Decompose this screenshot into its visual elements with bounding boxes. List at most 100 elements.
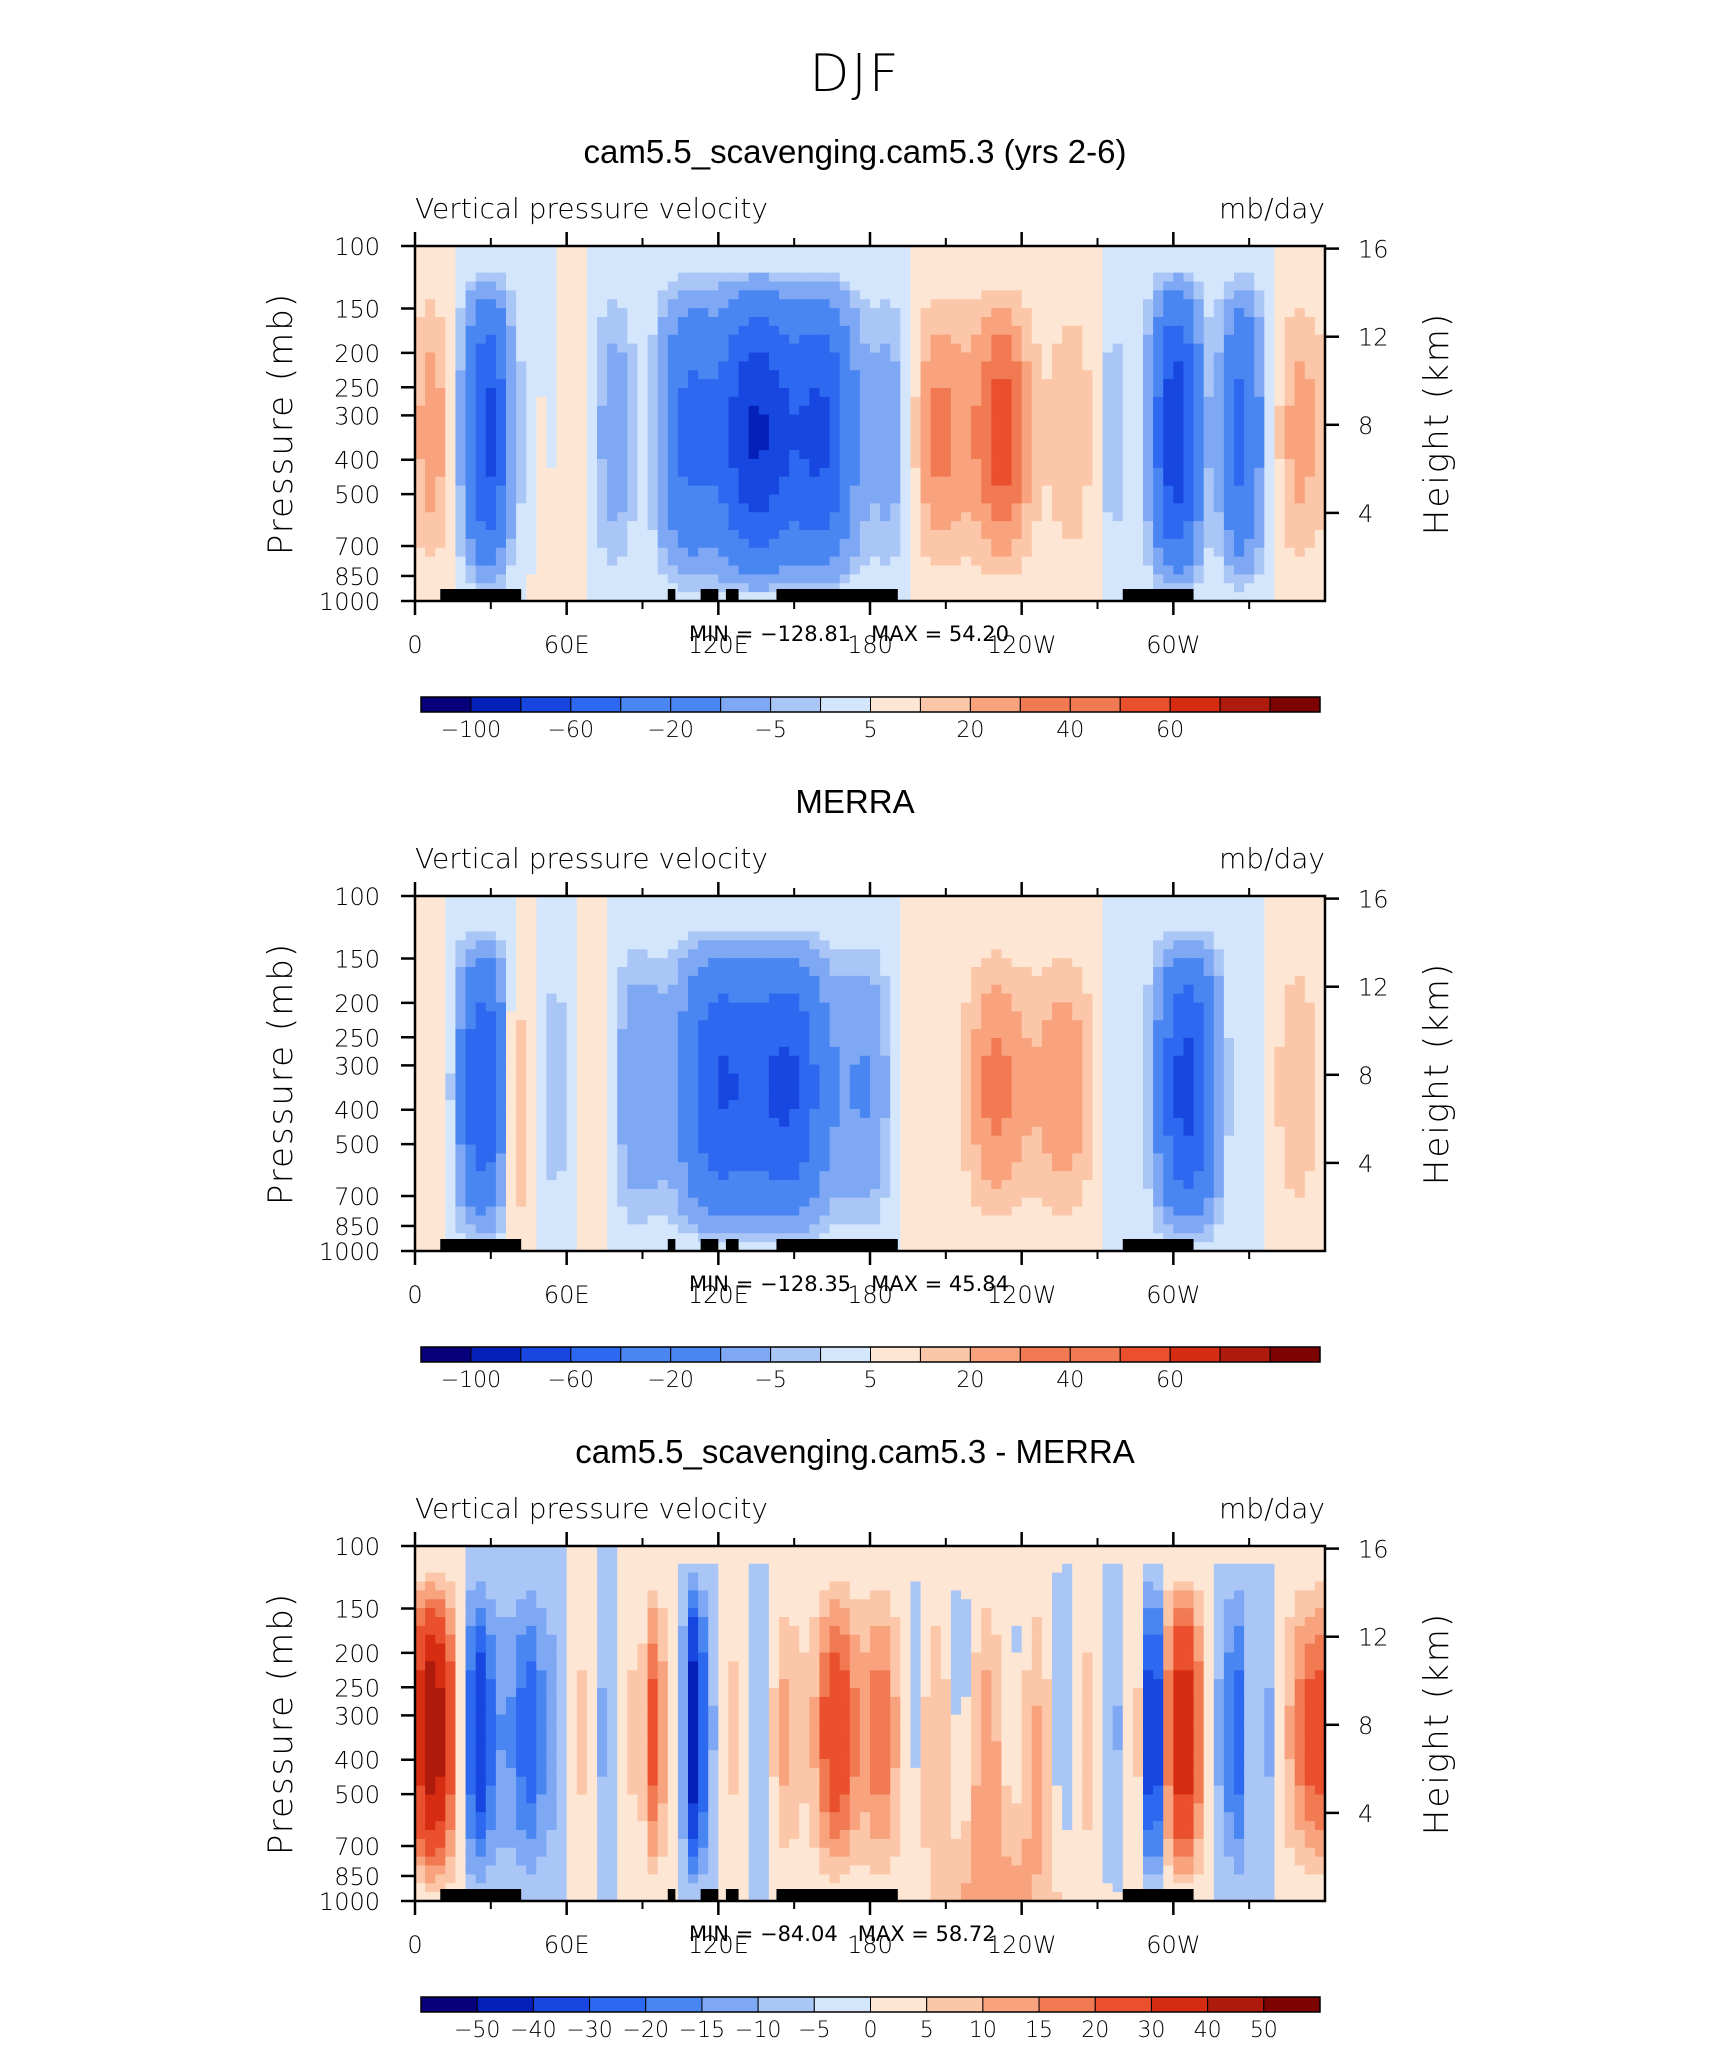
heatmap-cell — [850, 940, 861, 949]
heatmap-cell — [860, 914, 871, 923]
heatmap-cell — [1062, 967, 1073, 976]
heatmap-cell — [546, 486, 557, 495]
heatmap-cell — [637, 1003, 648, 1012]
heatmap-cell — [1123, 282, 1134, 291]
heatmap-cell — [1042, 574, 1053, 583]
heatmap-cell — [445, 574, 456, 583]
heatmap-cell — [880, 905, 891, 914]
heatmap-cell — [1082, 495, 1093, 504]
heatmap-cell — [1234, 344, 1245, 353]
heatmap-cell — [1072, 486, 1083, 495]
heatmap-cell — [1052, 985, 1063, 994]
heatmap-cell — [668, 459, 679, 468]
heatmap-cell — [850, 317, 861, 326]
heatmap-cell — [1295, 308, 1306, 317]
heatmap-cell — [1204, 246, 1215, 255]
heatmap-cell — [486, 344, 497, 353]
heatmap-cell — [910, 566, 921, 575]
heatmap-cell — [809, 344, 820, 353]
heatmap-cell — [445, 246, 456, 255]
heatmap-cell — [637, 958, 648, 967]
heatmap-cell — [860, 317, 871, 326]
heatmap-cell — [1264, 923, 1275, 932]
heatmap-cell — [890, 264, 901, 273]
heatmap-cell — [425, 967, 436, 976]
heatmap-cell — [506, 424, 517, 433]
heatmap-cell — [496, 486, 507, 495]
heatmap-cell — [455, 896, 466, 905]
heatmap-cell — [1032, 976, 1043, 985]
heatmap-cell — [1012, 441, 1023, 450]
heatmap-cell — [1092, 967, 1103, 976]
heatmap-cell — [991, 388, 1002, 397]
heatmap-cell — [870, 477, 881, 486]
heatmap-cell — [516, 299, 527, 308]
heatmap-cell — [799, 914, 810, 923]
heatmap-cell — [951, 468, 962, 477]
heatmap-cell — [991, 415, 1002, 424]
heatmap-cell — [809, 459, 820, 468]
heatmap-cell — [516, 255, 527, 264]
heatmap-cell — [1264, 486, 1275, 495]
heatmap-cell — [486, 246, 497, 255]
heatmap-cell — [1264, 424, 1275, 433]
heatmap-cell — [1295, 1011, 1306, 1020]
heatmap-cell — [769, 512, 780, 521]
heatmap-cell — [850, 450, 861, 459]
heatmap-cell — [1173, 246, 1184, 255]
heatmap-cell — [1103, 388, 1114, 397]
heatmap-cell — [1305, 335, 1316, 344]
heatmap-cell — [749, 335, 760, 344]
heatmap-cell — [1285, 914, 1296, 923]
heatmap-cell — [1082, 246, 1093, 255]
heatmap-cell — [961, 397, 972, 406]
heatmap-cell — [860, 967, 871, 976]
heatmap-cell — [1062, 940, 1073, 949]
heatmap-cell — [1274, 432, 1285, 441]
heatmap-cell — [627, 388, 638, 397]
heatmap-cell — [799, 308, 810, 317]
heatmap-cell — [617, 1020, 628, 1029]
heatmap-cell — [1001, 326, 1012, 335]
heatmap-cell — [466, 264, 477, 273]
heatmap-cell — [1092, 290, 1103, 299]
heatmap-cell — [739, 905, 750, 914]
heatmap-cell — [809, 905, 820, 914]
heatmap-cell — [1274, 424, 1285, 433]
heatmap-cell — [435, 273, 446, 282]
heatmap-cell — [607, 566, 618, 575]
heatmap-cell — [658, 512, 669, 521]
heatmap-cell — [921, 932, 932, 941]
heatmap-cell — [637, 353, 648, 362]
heatmap-cell — [668, 1020, 679, 1029]
heatmap-cell — [799, 539, 810, 548]
heatmap-cell — [769, 940, 780, 949]
heatmap-cell — [1214, 290, 1225, 299]
heatmap-cell — [415, 397, 426, 406]
heatmap-cell — [415, 246, 426, 255]
heatmap-cell — [587, 583, 598, 592]
heatmap-cell — [910, 317, 921, 326]
heatmap-cell — [668, 976, 679, 985]
heatmap-cell — [799, 976, 810, 985]
heatmap-cell — [587, 949, 598, 958]
heatmap-cell — [587, 539, 598, 548]
heatmap-cell — [536, 583, 547, 592]
heatmap-cell — [860, 344, 871, 353]
heatmap-cell — [668, 512, 679, 521]
heatmap-cell — [991, 379, 1002, 388]
heatmap-cell — [546, 299, 557, 308]
heatmap-cell — [931, 512, 942, 521]
heatmap-cell — [1183, 459, 1194, 468]
heatmap-cell — [1194, 583, 1205, 592]
heatmap-cell — [567, 432, 578, 441]
heatmap-cell — [617, 255, 628, 264]
heatmap-cell — [1295, 976, 1306, 985]
heatmap-cell — [1052, 317, 1063, 326]
heatmap-cell — [1052, 388, 1063, 397]
heatmap-cell — [587, 406, 598, 415]
heatmap-cell — [455, 477, 466, 486]
heatmap-cell — [759, 406, 770, 415]
heatmap-cell — [1092, 299, 1103, 308]
heatmap-cell — [637, 530, 648, 539]
